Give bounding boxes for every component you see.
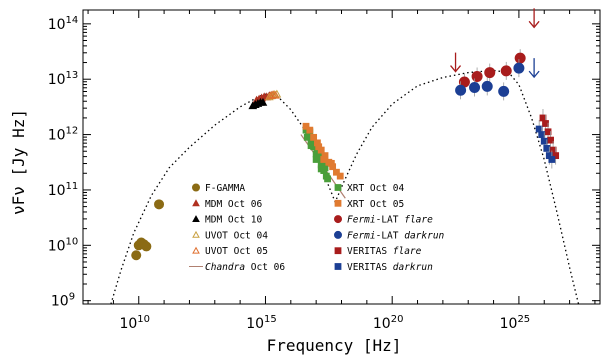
upper-limit-arrow [450,52,462,73]
legend-label: MDM Oct 06 [205,199,262,210]
data-point [542,120,549,127]
upper-limit-arrow [528,8,540,29]
data-point [303,133,311,141]
data-point [544,128,552,136]
x-tick-label: 1015 [246,314,277,332]
legend-label: Chandra Oct 06 [205,262,285,273]
data-point [141,241,152,252]
data-point [514,52,526,64]
legend-swatch [334,230,342,239]
data-point [336,172,344,180]
data-point [471,70,483,82]
data-point [513,62,525,74]
y-tick-label: 1012 [48,126,79,144]
legend-label: MDM Oct 10 [205,215,262,226]
y-axis-title: νFν [Jy Hz] [9,109,28,215]
data-point [543,145,551,152]
data-point [500,65,512,77]
y-tick-label: 1011 [48,181,79,199]
data-point [315,143,323,151]
data-point [484,67,496,79]
data-point [324,175,331,183]
data-point [535,125,543,133]
legend-label: UVOT Oct 04 [205,230,268,241]
legend-label: XRT Oct 04 [347,183,404,194]
legend-swatch [192,199,200,207]
data-point [317,165,325,173]
legend-swatch [192,215,200,222]
x-axis-title: Frequency [Hz] [267,336,402,355]
legend-swatch [334,263,342,270]
data-point [320,156,328,163]
y-tick-label: 1014 [48,15,79,33]
x-tick-label: 1025 [500,314,531,332]
legend-swatch [334,215,342,224]
legend-label: UVOT Oct 05 [205,246,268,257]
series-fermi-lat-flare [458,49,526,91]
series-xrt-oct-05 [302,122,344,180]
data-point [302,122,310,130]
series-veritas-darkrun [535,120,556,169]
legend-swatch [334,184,342,191]
legend-swatch [192,246,200,254]
data-point [540,137,548,145]
y-tick-label: 1013 [48,70,79,88]
data-point [258,97,268,106]
data-point [333,168,340,176]
data-point [271,90,280,99]
series-fermi-lat-darkrun [455,59,525,101]
series-mdm-oct-10 [248,97,268,110]
data-point [268,90,278,99]
data-point [469,82,481,94]
data-point [312,156,320,163]
legend-swatch [334,199,342,207]
arrow-head [450,65,462,73]
data-point [310,133,318,141]
data-point [547,136,554,144]
legend-swatch [192,183,200,192]
legend-label: F-GAMMA [205,183,245,194]
data-point [481,80,493,92]
data-point [327,159,335,167]
x-tick-label: 1020 [373,314,404,332]
data-point [455,84,467,96]
legend-swatch [334,247,342,255]
data-point [498,85,510,97]
data-point [272,89,282,98]
data-marks [131,8,560,261]
data-point [548,156,556,163]
legend-label: VERITAS flare [347,246,422,257]
data-point [306,126,314,134]
y-tick-label: 1010 [48,236,79,254]
data-point [131,250,142,261]
data-point [307,142,315,150]
data-point [538,131,546,138]
data-point [154,199,165,210]
series-uvot-oct-05 [266,90,280,100]
data-point [539,114,547,122]
legend-swatch [192,230,200,238]
legend-label: Fermi-LAT darkrun [347,230,445,241]
y-tick-label: 109 [51,292,75,310]
data-point [266,91,275,100]
legend: F-GAMMA MDM Oct 06 MDM Oct 10 UVOT Oct 04 UV… [189,183,445,273]
upper-limit-arrow [528,58,540,79]
data-point [549,146,557,154]
arrow-head [528,70,540,79]
legend-label: XRT Oct 05 [347,199,404,210]
arrow-head [528,20,540,29]
x-tick-label: 1010 [119,314,150,332]
legend-label: Fermi-LAT flare [347,215,433,226]
series-f-gamma [131,199,165,261]
legend-label: VERITAS darkrun [347,262,433,273]
axis-ticks: 1010 1015 1020 1025 109 1010 1011 1012 1013 1014 [48,10,600,332]
